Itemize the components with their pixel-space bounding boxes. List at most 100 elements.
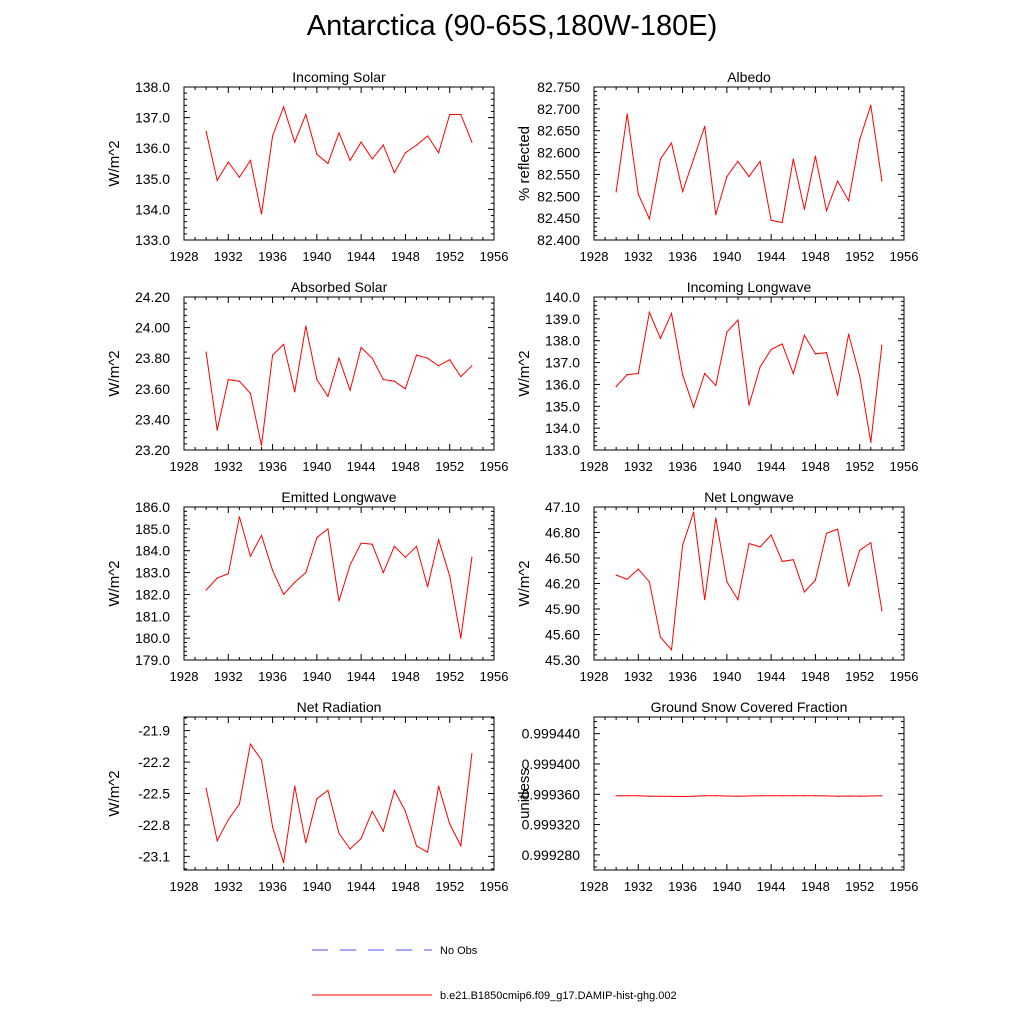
data-point — [726, 331, 728, 333]
data-point — [681, 795, 684, 798]
data-point — [249, 392, 252, 394]
data-point — [449, 575, 451, 577]
data-point — [659, 337, 662, 340]
data-point — [404, 556, 407, 558]
data-point — [283, 343, 285, 346]
data-point — [693, 511, 695, 513]
series-line-1 — [615, 310, 883, 443]
data-point — [814, 579, 817, 581]
x-tick-label: 1932 — [214, 249, 243, 264]
data-point — [626, 578, 628, 580]
y-tick-label: 135.0 — [135, 171, 170, 187]
data-point — [648, 581, 650, 583]
x-tick-label: 1944 — [347, 879, 376, 894]
panel-title: Absorbed Solar — [291, 279, 388, 295]
data-point — [781, 343, 783, 345]
data-point — [693, 158, 695, 160]
data-point — [881, 344, 883, 346]
data-point — [227, 379, 229, 381]
chart-panel-8: Ground Snow Covered Fraction unitless 1928… — [516, 699, 918, 894]
series-line-1 — [205, 516, 473, 639]
data-point — [704, 372, 706, 375]
data-point — [382, 830, 384, 832]
y-tick-label: 133.0 — [135, 232, 170, 248]
y-tick-label: 138.0 — [545, 333, 580, 349]
data-point — [770, 219, 772, 221]
x-tick-label: 1944 — [347, 459, 376, 474]
data-point — [748, 795, 750, 797]
data-point — [404, 388, 407, 390]
data-point — [460, 845, 462, 847]
data-point — [637, 795, 639, 797]
x-tick-label: 1952 — [845, 249, 874, 264]
series-line-1 — [205, 325, 473, 446]
data-point — [670, 142, 673, 144]
data-point — [327, 162, 329, 165]
data-point — [471, 365, 473, 367]
data-point — [825, 210, 828, 212]
x-tick-label: 1948 — [801, 669, 830, 684]
x-tick-label: 1932 — [214, 879, 243, 894]
y-tick-label: 180.0 — [135, 630, 170, 646]
data-point — [338, 357, 340, 359]
data-point — [781, 560, 783, 563]
data-point — [848, 795, 850, 797]
data-point — [316, 537, 318, 539]
y-tick-label: 82.700 — [537, 101, 580, 117]
data-point — [626, 795, 628, 797]
data-point — [693, 795, 695, 797]
data-point — [726, 581, 728, 583]
x-tick-label: 1940 — [302, 249, 331, 264]
x-tick-label: 1936 — [258, 879, 287, 894]
x-tick-label: 1956 — [480, 459, 509, 474]
series-line-1 — [615, 105, 883, 224]
data-point — [393, 172, 395, 174]
x-tick-label: 1936 — [258, 459, 287, 474]
y-tick-label: 82.600 — [537, 145, 580, 161]
data-point — [316, 153, 318, 155]
data-point — [825, 532, 828, 534]
x-tick-label: 1948 — [391, 249, 420, 264]
data-point — [449, 823, 451, 825]
x-tick-label: 1932 — [624, 459, 653, 474]
y-axis-label: W/m^2 — [106, 350, 123, 396]
x-tick-label: 1928 — [580, 879, 609, 894]
data-point — [715, 384, 717, 387]
x-tick-label: 1944 — [347, 249, 376, 264]
plot-frame — [593, 716, 905, 871]
data-point — [294, 141, 296, 143]
data-point — [726, 176, 728, 178]
data-point — [848, 585, 850, 587]
data-point — [438, 785, 440, 787]
x-tick-label: 1928 — [580, 459, 609, 474]
data-point — [670, 649, 673, 651]
x-tick-label: 1936 — [668, 459, 697, 474]
data-point — [271, 569, 274, 571]
y-tick-label: 135.0 — [545, 398, 580, 414]
data-point — [371, 810, 373, 812]
data-point — [681, 373, 684, 376]
data-point — [338, 132, 340, 134]
data-point — [426, 357, 429, 359]
y-axis-label: W/m^2 — [516, 350, 533, 396]
data-point — [615, 191, 617, 193]
data-point — [748, 404, 750, 406]
x-tick-label: 1944 — [757, 669, 786, 684]
data-point — [859, 795, 861, 797]
data-point — [349, 848, 351, 850]
y-tick-label: 24.00 — [135, 320, 170, 336]
x-tick-label: 1932 — [214, 669, 243, 684]
panel-title: Net Longwave — [704, 489, 794, 505]
data-point — [659, 158, 662, 160]
data-point — [338, 832, 340, 834]
data-point — [294, 391, 296, 393]
x-tick-label: 1928 — [580, 249, 609, 264]
data-point — [803, 591, 805, 593]
data-point — [360, 346, 362, 349]
data-point — [327, 395, 329, 398]
y-tick-label: 0.999320 — [522, 817, 581, 833]
data-point — [249, 743, 252, 745]
data-point — [615, 795, 617, 797]
data-point — [238, 516, 240, 518]
x-tick-label: 1932 — [214, 459, 243, 474]
